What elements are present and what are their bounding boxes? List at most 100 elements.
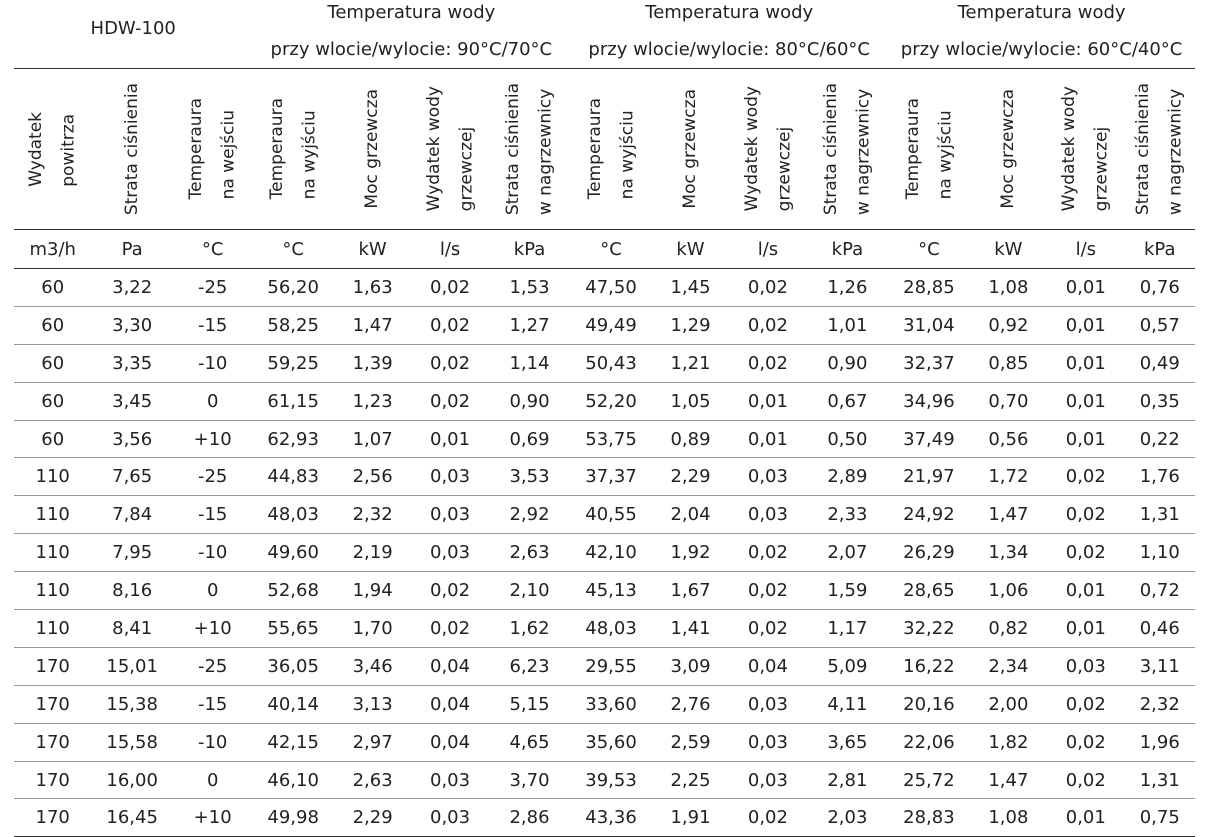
column-header-heater-loss: Strata ciśnienia w nagrzewnicy <box>806 68 889 230</box>
table-cell: 2,34 <box>969 647 1048 686</box>
table-cell: 1,39 <box>333 344 412 383</box>
table-cell: 1,06 <box>969 571 1048 611</box>
table-cell: 33,60 <box>570 685 652 724</box>
table-cell: 0,03 <box>729 457 807 497</box>
table-cell: 1,76 <box>1124 457 1195 497</box>
column-header-label: Wydatek wody grzewczej <box>423 86 477 212</box>
table-cell: 0,03 <box>411 457 489 497</box>
table-cell: 8,41 <box>91 609 173 648</box>
table-cell: 0,03 <box>1047 647 1125 686</box>
column-header-label: Temperaura na wyjściu <box>584 98 638 200</box>
table-cell: 60 <box>14 344 92 383</box>
table-cell: 0,03 <box>411 761 489 800</box>
table-cell: 42,15 <box>252 723 334 762</box>
table-cell: 3,65 <box>806 723 889 762</box>
table-cell: 1,34 <box>969 533 1048 573</box>
unit-cell: kPa <box>806 229 889 269</box>
table-cell: 4,11 <box>806 685 889 724</box>
table-cell: 60 <box>14 306 92 345</box>
table-cell: 34,96 <box>888 382 970 421</box>
table-cell: 1,05 <box>651 382 730 421</box>
table-row: 110 8,16 0 52,68 1,94 0,02 2,10 45,13 1,67 0,02 1,… <box>14 571 1195 611</box>
table-cell: 6,23 <box>488 647 571 686</box>
table-cell: 32,37 <box>888 344 970 383</box>
table-row: 60 3,35 -10 59,25 1,39 0,02 1,14 50,43 1,21 0,02 0… <box>14 344 1195 383</box>
table-cell: 5,15 <box>488 685 571 724</box>
table-cell: 0,01 <box>1047 609 1125 648</box>
table-cell: 0,03 <box>729 723 807 762</box>
column-header-heater-loss: Strata ciśnienia w nagrzewnicy <box>488 68 571 230</box>
table-row: 170 16,00 0 46,10 2,63 0,03 3,70 39,53 2,25 0,03 2… <box>14 761 1195 800</box>
table-cell: 0,46 <box>1124 609 1195 648</box>
table-cell: 49,49 <box>570 306 652 345</box>
table-cell: 0,02 <box>411 306 489 345</box>
table-cell: 1,29 <box>651 306 730 345</box>
table-cell: 4,65 <box>488 723 571 762</box>
table-cell: +10 <box>172 609 253 648</box>
table-cell: 44,83 <box>252 457 334 497</box>
table-cell: 40,14 <box>252 685 334 724</box>
table-cell: 0,02 <box>411 382 489 421</box>
table-cell: 8,16 <box>91 571 173 611</box>
table-cell: 1,62 <box>488 609 571 648</box>
table-cell: 29,55 <box>570 647 652 686</box>
table-row: 110 7,65 -25 44,83 2,56 0,03 3,53 37,37 2,29 0,03… <box>14 457 1195 497</box>
table-cell: 3,11 <box>1124 647 1195 686</box>
table-cell: -25 <box>172 457 253 497</box>
table-cell: 7,84 <box>91 495 173 535</box>
table-cell: 0,02 <box>1047 457 1125 497</box>
table-cell: 0,02 <box>729 533 807 573</box>
column-header-heater-loss: Strata ciśnienia w nagrzewnicy <box>1124 68 1195 230</box>
column-header-inlet-temp: Temperaura na wejściu <box>172 68 253 230</box>
table-cell: 0,04 <box>411 685 489 724</box>
table-cell: 0,89 <box>651 420 730 459</box>
table-cell: 55,65 <box>252 609 334 648</box>
table-cell: 0,85 <box>969 344 1048 383</box>
group-subtitle-60-40: przy wlocie/wylocie: 60°C/40°C <box>900 38 1183 60</box>
table-row: 60 3,30 -15 58,25 1,47 0,02 1,27 49,49 1,29 0,02 1… <box>14 306 1195 345</box>
table-cell: 0,02 <box>729 609 807 648</box>
table-cell: 3,45 <box>91 382 173 421</box>
table-cell: 0,02 <box>1047 761 1125 800</box>
unit-row: m3/h Pa °C °C kW l/s kPa °C kW l/s kPa °C kW l/s kPa <box>14 229 1195 269</box>
table-cell: 2,81 <box>806 761 889 800</box>
table-cell: 3,53 <box>488 457 571 497</box>
table-cell: 1,47 <box>969 761 1048 800</box>
table-cell: 36,05 <box>252 647 334 686</box>
group-subtitle-90-70: przy wlocie/wylocie: 90°C/70°C <box>270 38 553 60</box>
table-cell: 1,47 <box>333 306 412 345</box>
unit-cell: kPa <box>1124 229 1195 269</box>
table-row: 170 15,58 -10 42,15 2,97 0,04 4,65 35,60 2,59 0,0… <box>14 723 1195 762</box>
table-cell: 2,86 <box>488 798 571 837</box>
table-cell: 2,29 <box>333 798 412 837</box>
column-header-heating-power: Moc grzewcza <box>333 68 412 230</box>
table-cell: 170 <box>14 798 92 837</box>
table-cell: 32,22 <box>888 609 970 648</box>
table-cell: 0,02 <box>411 344 489 383</box>
table-cell: 0,57 <box>1124 306 1195 345</box>
unit-cell: kW <box>333 229 412 269</box>
unit-cell: °C <box>172 229 253 269</box>
table-cell: -15 <box>172 685 253 724</box>
table-cell: 0,02 <box>1047 495 1125 535</box>
column-header-row: Wydatek powitrza Strata ciśnienia Temperaur… <box>14 68 1195 230</box>
table-cell: 1,31 <box>1124 761 1195 800</box>
table-cell: 1,14 <box>488 344 571 383</box>
table-cell: 0,35 <box>1124 382 1195 421</box>
table-cell: 0,02 <box>729 268 807 307</box>
table-cell: -10 <box>172 533 253 573</box>
table-row: 60 3,45 0 61,15 1,23 0,02 0,90 52,20 1,05 0,01 0,6… <box>14 382 1195 421</box>
table-cell: 0,01 <box>1047 306 1125 345</box>
table-cell: 3,09 <box>651 647 730 686</box>
table-cell: 42,10 <box>570 533 652 573</box>
table-cell: 49,60 <box>252 533 334 573</box>
table-cell: 2,10 <box>488 571 571 611</box>
table-cell: 0,01 <box>729 420 807 459</box>
table-cell: 110 <box>14 495 92 535</box>
table-cell: 1,72 <box>969 457 1048 497</box>
table-cell: 0,01 <box>1047 420 1125 459</box>
table-cell: 110 <box>14 457 92 497</box>
column-header-water-flow: Wydatek wody grzewczej <box>411 68 489 230</box>
column-header-outlet-temp: Temperaura na wyjściu <box>252 68 334 230</box>
unit-cell: °C <box>570 229 652 269</box>
